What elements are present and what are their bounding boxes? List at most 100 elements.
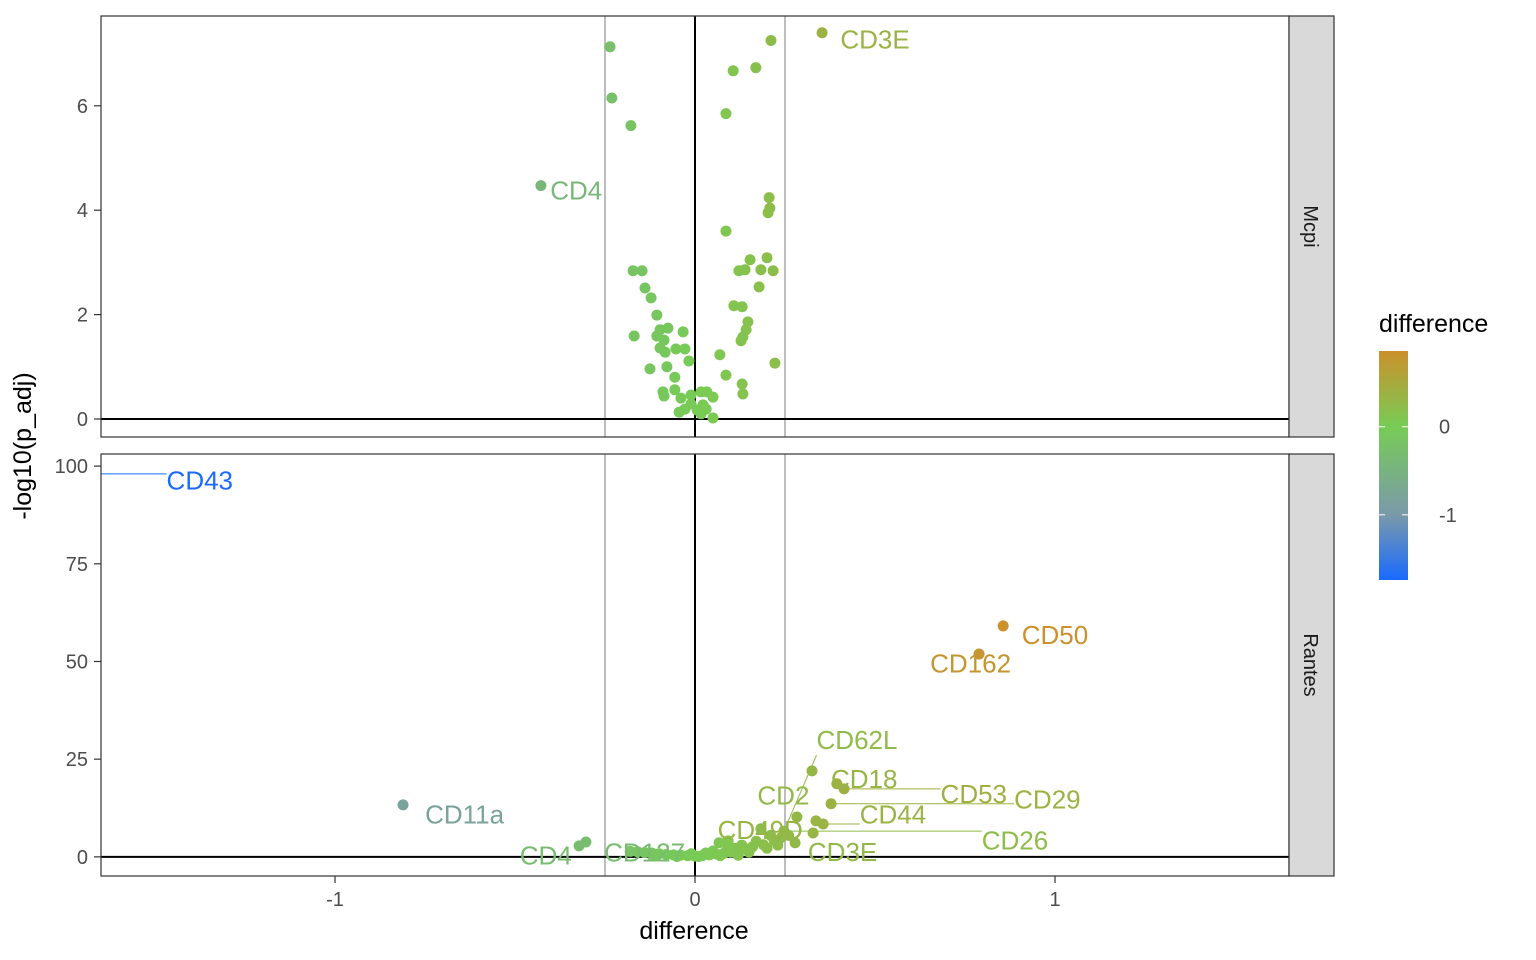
data-point [735,335,747,347]
x-axis: -1 0 1 [326,876,1061,911]
point-label: CD3E [808,837,877,867]
data-point [624,845,636,857]
data-point [573,840,585,852]
data-point [651,309,663,321]
data-point [744,254,756,266]
facet-strip [1288,453,1335,877]
point-label: CD2 [757,781,809,811]
data-point [997,620,1009,632]
data-point [763,192,775,204]
data-point [737,388,749,400]
y-tick-label: 2 [77,305,88,327]
data-point [720,108,732,120]
legend-tick-label: 0 [1439,417,1450,439]
point-label: CD127 [604,838,685,868]
panel-mcpi: CD3E CD4 Mcpi 0 2 4 6 [77,15,1335,438]
y-tick-label: 0 [77,847,88,869]
x-axis-title: difference [639,917,748,945]
x-tick-label: 1 [1049,889,1060,911]
point-label: CD44 [860,799,926,829]
data-point [772,839,784,851]
data-point [720,369,732,381]
y-tick-label: 25 [66,749,88,771]
y-axis-title: -log10(p_adj) [9,372,37,519]
data-point [636,265,648,277]
data-point [645,292,657,304]
data-point [769,357,781,369]
data-point [736,378,748,390]
point-label: CD29 [1014,784,1080,814]
data-point [816,27,828,39]
data-point [791,811,803,823]
data-point [669,384,681,396]
data-point [736,301,748,313]
data-point [707,391,719,403]
panel-plot-area: CD3E CD4 [101,16,1289,437]
colorbar [1379,351,1408,580]
data-point [679,343,691,355]
data-point [673,406,685,418]
data-point [670,343,682,355]
data-point [739,264,751,276]
x-tick-label: -1 [326,889,344,911]
data-point [649,850,661,862]
data-point [765,35,777,47]
facet-strip [1288,15,1335,438]
data-point [722,835,734,847]
data-point [755,264,767,276]
label-leader-lines [101,473,1015,838]
data-point [627,265,639,277]
data-point [727,65,739,77]
data-point [720,225,732,237]
data-point [669,371,681,383]
data-point [767,265,779,277]
point-label: CD50 [1022,620,1088,650]
y-tick-label: 6 [77,96,88,118]
data-point [397,799,409,811]
data-point [628,330,640,342]
x-tick-label: 0 [689,889,700,911]
data-point [693,850,705,862]
facet-strip-label: Rantes [1299,633,1321,696]
point-label: CD62L [817,725,898,755]
data-point [761,252,773,264]
data-point [973,648,985,660]
legend-title: difference [1379,310,1488,338]
data-point [671,850,683,862]
data-point [728,300,740,312]
data-point [683,355,695,367]
data-point [753,281,765,293]
point-label: CD162 [930,648,1011,678]
data-point [807,827,819,839]
data-point [675,392,687,404]
point-label: CD49D [718,815,803,845]
data-point [750,62,762,74]
data-point [750,835,762,847]
data-point [535,180,547,192]
point-label: CD11a [425,799,505,829]
data-point [743,846,755,858]
data-point [644,363,656,375]
data-point [755,823,767,835]
color-legend: difference 0 -1 [1379,310,1488,580]
point-label: CD3E [840,24,909,54]
data-point [658,390,670,402]
data-point [761,842,773,854]
data-point [659,346,671,358]
y-tick-label: 75 [66,554,88,576]
point-label: CD18 [831,764,897,794]
data-point [806,765,818,777]
data-point [721,843,733,855]
data-point [639,282,651,294]
data-point [707,412,719,424]
label-leader-line [780,754,817,838]
y-tick-label: 100 [55,456,88,478]
point-label: CD26 [982,825,1048,855]
y-tick-label: 4 [77,200,88,222]
point-label: CD4 [550,176,602,206]
data-point [606,92,618,104]
facet-strip-label: Mcpi [1299,205,1321,247]
